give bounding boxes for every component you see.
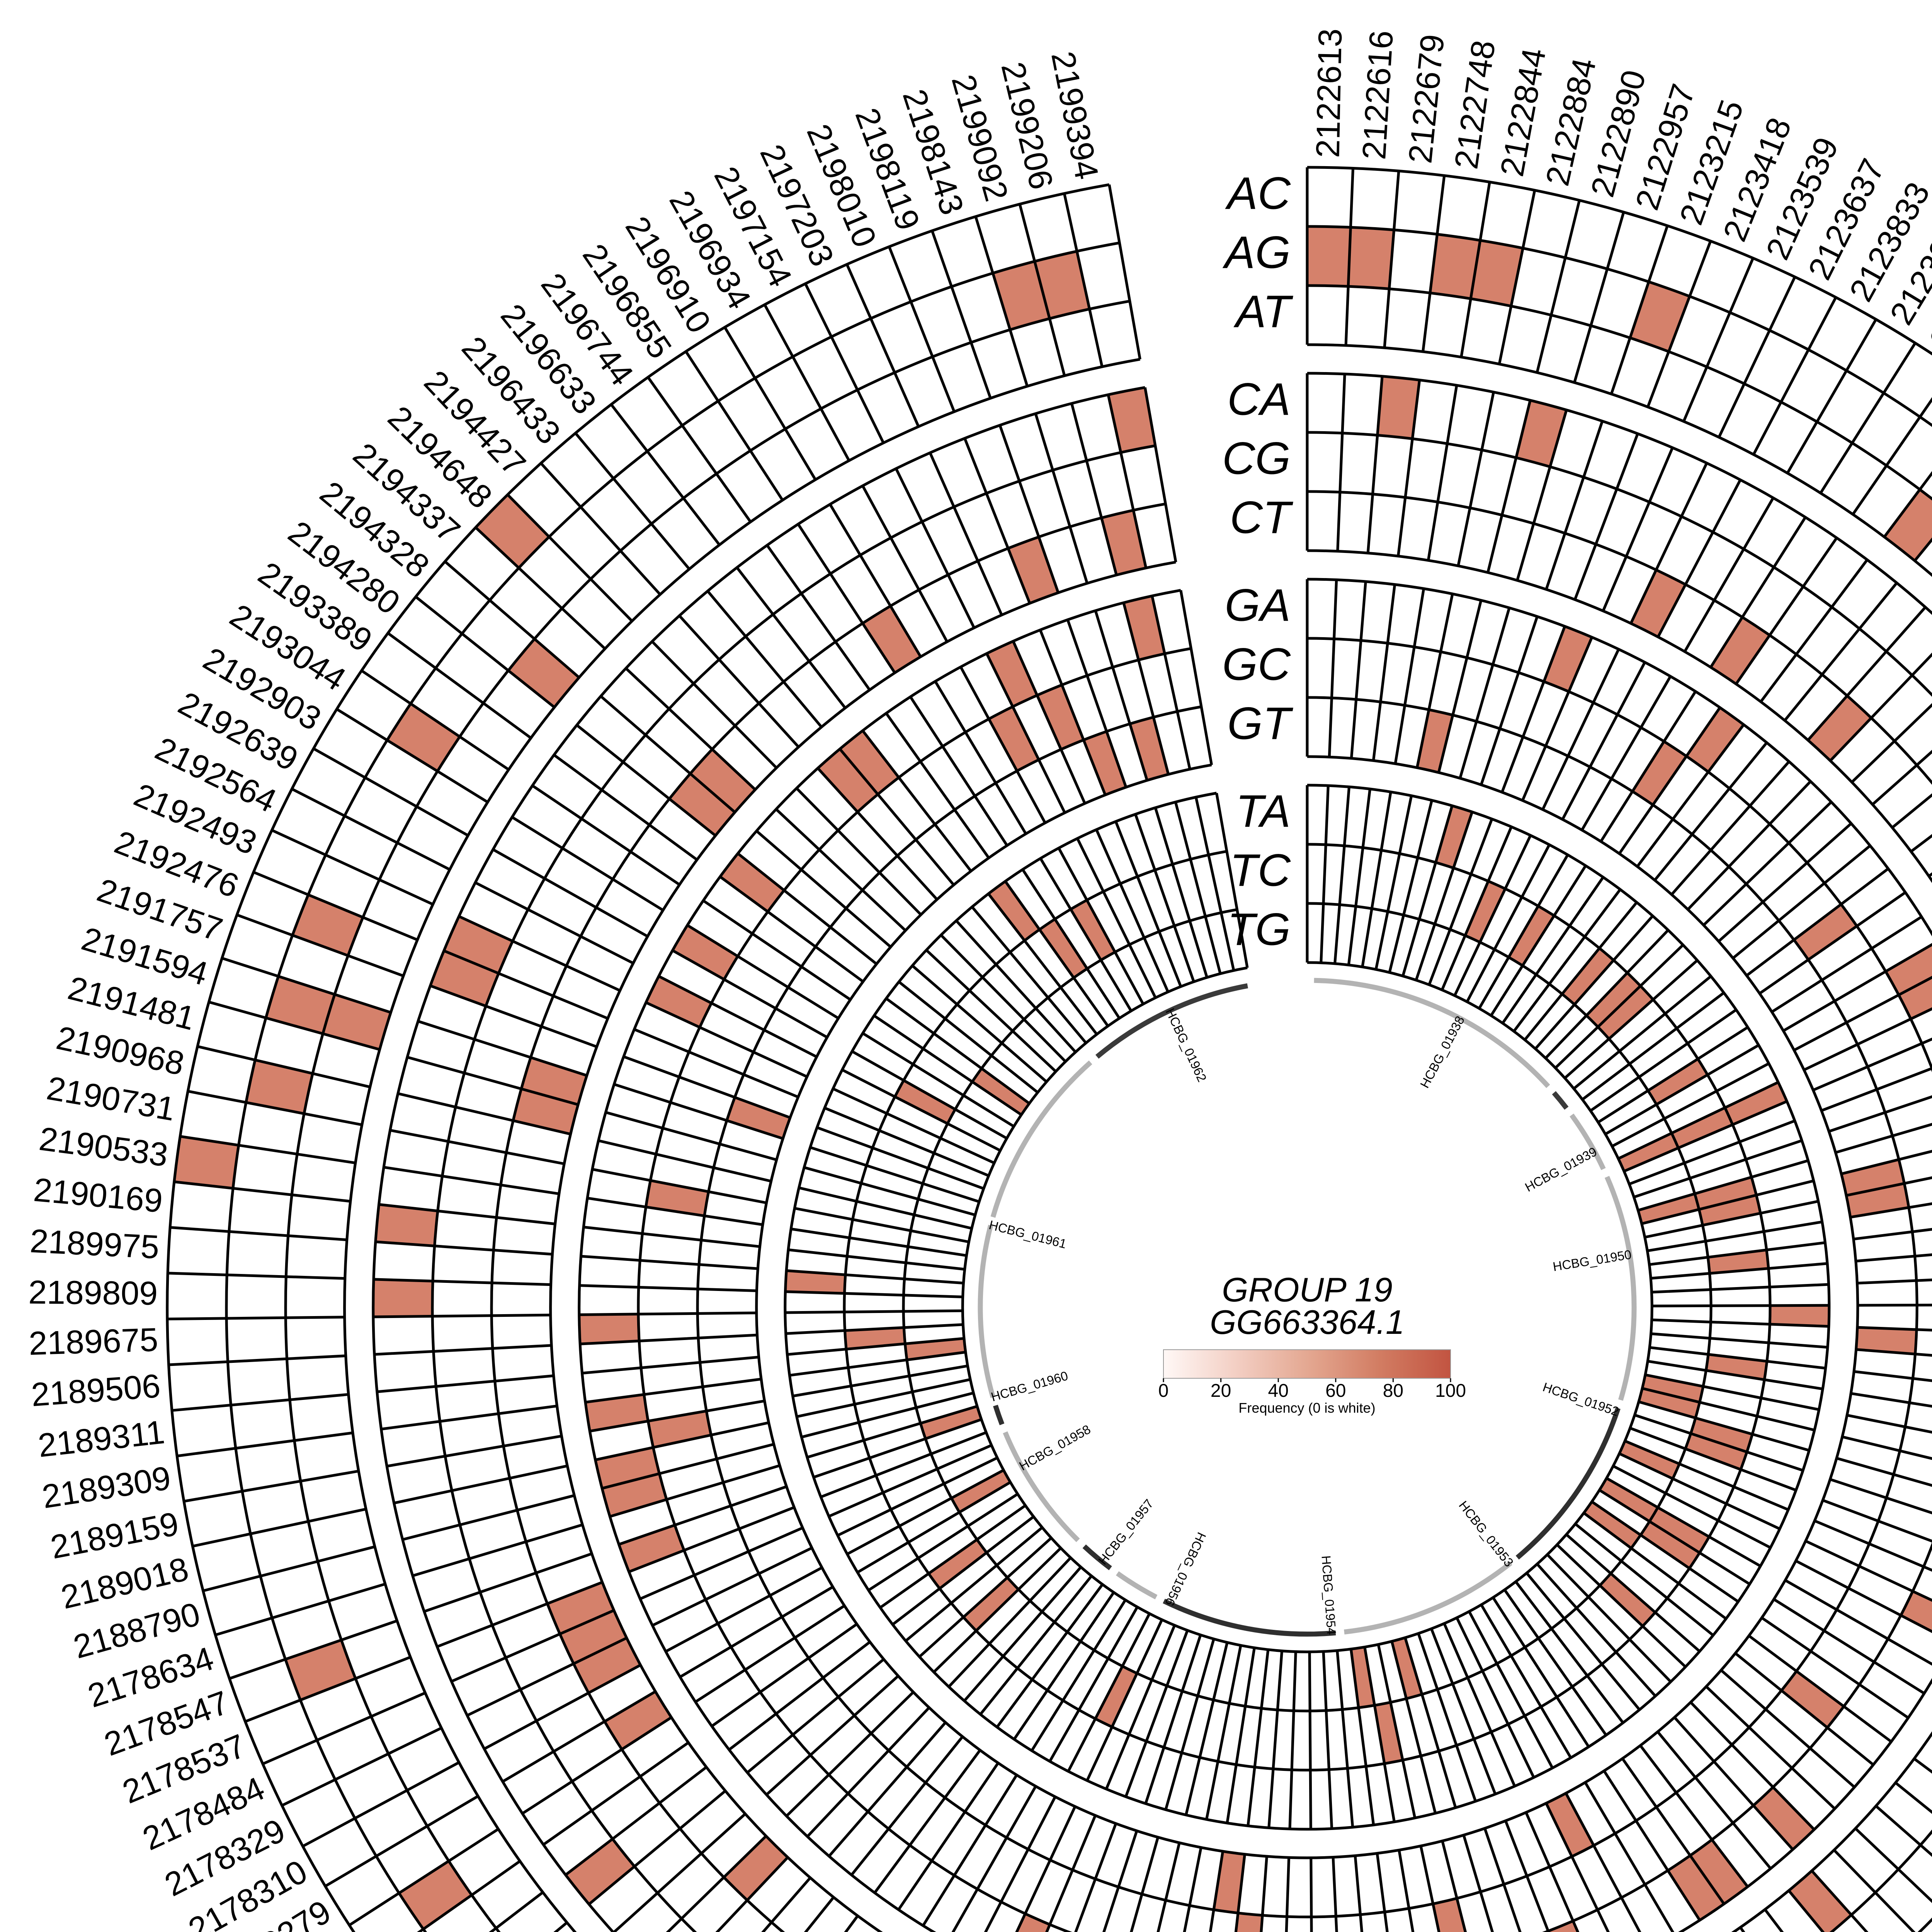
svg-text:2189809: 2189809 <box>28 1274 158 1312</box>
svg-text:2122613: 2122613 <box>1310 28 1349 158</box>
svg-text:GT: GT <box>1227 698 1294 749</box>
svg-text:GA: GA <box>1225 580 1291 631</box>
svg-text:60: 60 <box>1325 1381 1346 1401</box>
svg-text:CG: CG <box>1222 433 1291 484</box>
svg-text:2189975: 2189975 <box>29 1223 160 1266</box>
svg-text:GG663364.1: GG663364.1 <box>1210 1303 1405 1341</box>
svg-text:TA: TA <box>1236 786 1291 837</box>
svg-text:CT: CT <box>1230 492 1294 543</box>
svg-text:100: 100 <box>1435 1381 1466 1401</box>
svg-text:AC: AC <box>1225 168 1291 219</box>
svg-text:TC: TC <box>1230 845 1291 896</box>
svg-text:2189506: 2189506 <box>30 1367 162 1413</box>
svg-text:AG: AG <box>1223 227 1291 278</box>
svg-text:20: 20 <box>1211 1381 1231 1401</box>
svg-text:2122616: 2122616 <box>1355 29 1400 161</box>
svg-text:GROUP 19: GROUP 19 <box>1222 1270 1393 1309</box>
svg-text:CA: CA <box>1227 374 1291 425</box>
svg-text:TG: TG <box>1227 904 1291 955</box>
svg-text:80: 80 <box>1383 1381 1403 1401</box>
svg-text:0: 0 <box>1158 1381 1169 1401</box>
svg-text:2189675: 2189675 <box>28 1321 159 1362</box>
svg-text:40: 40 <box>1268 1381 1289 1401</box>
svg-text:AT: AT <box>1233 286 1294 337</box>
svg-text:GC: GC <box>1222 639 1291 690</box>
svg-text:Frequency (0 is white): Frequency (0 is white) <box>1238 1400 1375 1416</box>
